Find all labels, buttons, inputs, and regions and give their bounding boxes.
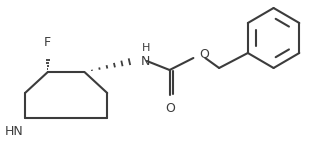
Text: O: O [166, 102, 176, 115]
Text: H: H [142, 43, 150, 53]
Text: O: O [199, 47, 209, 61]
Text: N: N [141, 55, 150, 67]
Text: F: F [44, 36, 51, 49]
Text: HN: HN [4, 125, 23, 138]
